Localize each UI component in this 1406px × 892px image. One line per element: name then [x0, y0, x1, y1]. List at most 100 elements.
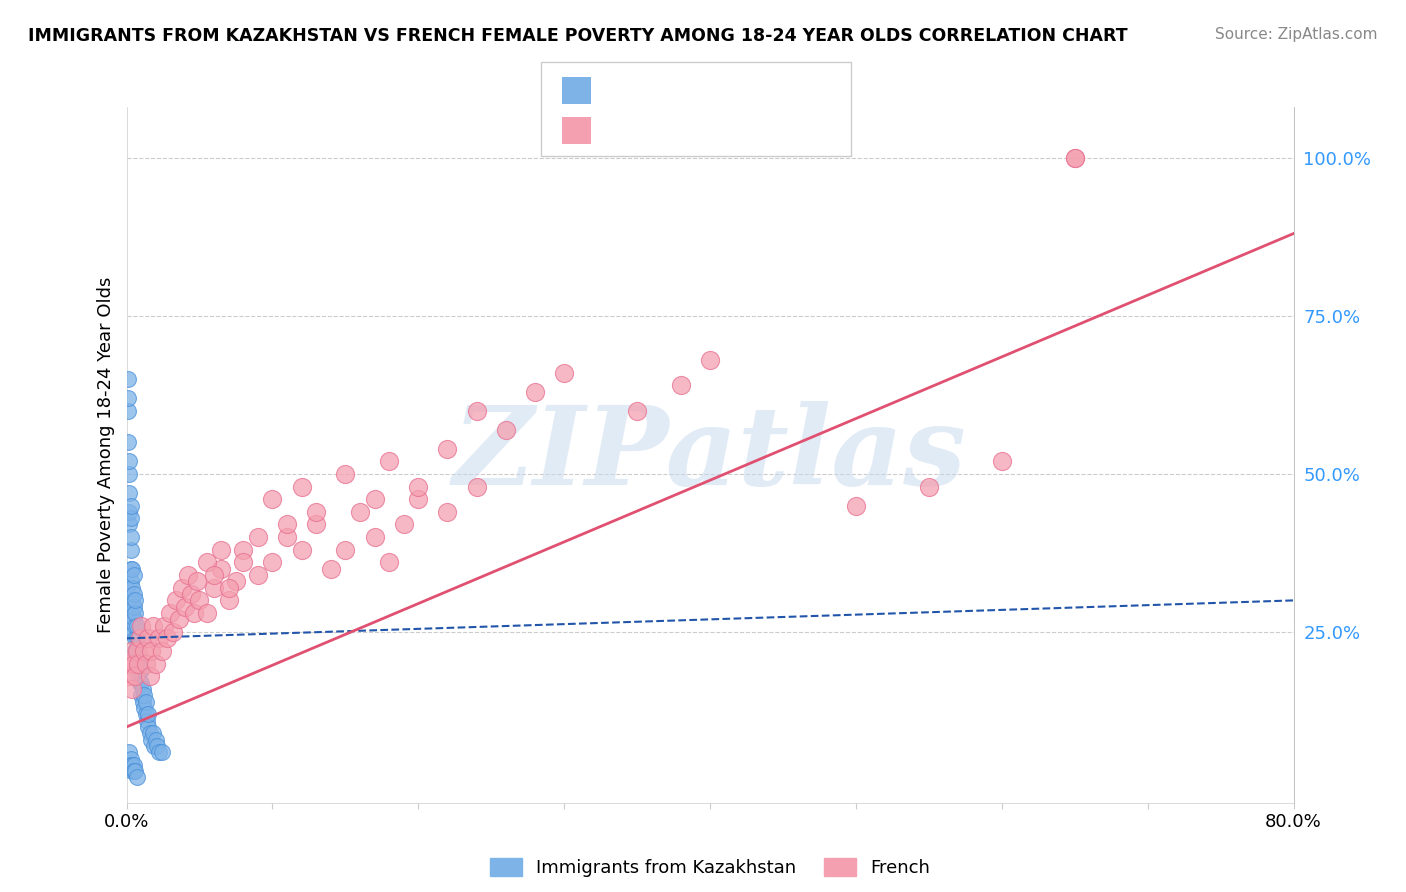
- Point: [290, 479, 312, 493]
- Point: [305, 517, 328, 532]
- Text: IMMIGRANTS FROM KAZAKHSTAN VS FRENCH FEMALE POVERTY AMONG 18-24 YEAR OLDS CORREL: IMMIGRANTS FROM KAZAKHSTAN VS FRENCH FEM…: [28, 27, 1128, 45]
- Point: [127, 638, 149, 652]
- Point: [209, 562, 232, 576]
- Point: [117, 372, 139, 386]
- Point: [378, 454, 401, 468]
- Point: [134, 695, 156, 709]
- Point: [218, 593, 240, 607]
- Point: [117, 403, 139, 417]
- Point: [131, 695, 153, 709]
- Point: [990, 454, 1012, 468]
- Point: [127, 657, 149, 671]
- Point: [118, 745, 141, 759]
- Point: [128, 675, 150, 690]
- Point: [177, 568, 200, 582]
- Point: [122, 599, 145, 614]
- Point: [170, 581, 193, 595]
- Point: [209, 542, 232, 557]
- Point: [129, 688, 152, 702]
- Point: [124, 644, 146, 658]
- Point: [1063, 151, 1085, 165]
- Point: [408, 479, 430, 493]
- Point: [143, 739, 166, 753]
- Point: [232, 556, 254, 570]
- Point: [436, 442, 458, 456]
- Point: [118, 467, 141, 481]
- Point: [122, 657, 145, 671]
- Point: [465, 479, 488, 493]
- Point: [524, 384, 547, 399]
- Point: [120, 562, 142, 576]
- Point: [174, 599, 197, 614]
- Point: [335, 542, 357, 557]
- Point: [225, 574, 247, 589]
- Point: [124, 632, 146, 646]
- Point: [408, 492, 430, 507]
- Point: [186, 574, 208, 589]
- Text: 79: 79: [721, 121, 745, 139]
- Text: 69: 69: [721, 82, 744, 100]
- Text: 0.004: 0.004: [633, 82, 685, 100]
- Y-axis label: Female Poverty Among 18-24 Year Olds: Female Poverty Among 18-24 Year Olds: [97, 277, 115, 633]
- Point: [124, 618, 146, 632]
- Point: [918, 479, 941, 493]
- Point: [305, 505, 328, 519]
- Point: [145, 732, 167, 747]
- Point: [378, 556, 401, 570]
- Point: [122, 757, 145, 772]
- Point: [139, 726, 162, 740]
- Point: [120, 499, 142, 513]
- Point: [129, 675, 152, 690]
- Point: [392, 517, 415, 532]
- Point: [124, 606, 146, 620]
- Point: [121, 757, 143, 772]
- Point: [153, 618, 176, 632]
- Point: [150, 644, 173, 658]
- Point: [669, 378, 692, 392]
- Point: [218, 581, 240, 595]
- Point: [124, 593, 146, 607]
- Text: 0.626: 0.626: [633, 121, 685, 139]
- Point: [118, 454, 141, 468]
- Point: [129, 618, 152, 632]
- Point: [120, 542, 142, 557]
- Point: [129, 663, 152, 677]
- Point: [118, 669, 141, 683]
- Point: [120, 530, 142, 544]
- Point: [132, 644, 155, 658]
- Point: [156, 632, 179, 646]
- Point: [124, 669, 146, 683]
- Point: [246, 530, 269, 544]
- Point: [120, 511, 142, 525]
- Text: N =: N =: [690, 121, 727, 139]
- Point: [183, 606, 205, 620]
- Point: [125, 618, 148, 632]
- Point: [246, 568, 269, 582]
- Point: [165, 593, 187, 607]
- Point: [134, 657, 156, 671]
- Point: [122, 612, 145, 626]
- Point: [122, 625, 145, 640]
- Point: [162, 625, 184, 640]
- Point: [132, 688, 155, 702]
- Point: [127, 657, 149, 671]
- Point: [290, 542, 312, 557]
- Point: [117, 581, 139, 595]
- Point: [335, 467, 357, 481]
- Point: [232, 542, 254, 557]
- Point: [121, 581, 143, 595]
- Point: [125, 771, 148, 785]
- Point: [141, 644, 163, 658]
- Point: [142, 618, 165, 632]
- Point: [120, 574, 142, 589]
- Point: [363, 530, 385, 544]
- Point: [699, 353, 721, 368]
- Point: [120, 644, 142, 658]
- Point: [553, 366, 575, 380]
- Text: N =: N =: [690, 82, 727, 100]
- Point: [117, 657, 139, 671]
- Point: [262, 492, 284, 507]
- Point: [276, 517, 298, 532]
- Point: [121, 764, 143, 779]
- Point: [124, 764, 146, 779]
